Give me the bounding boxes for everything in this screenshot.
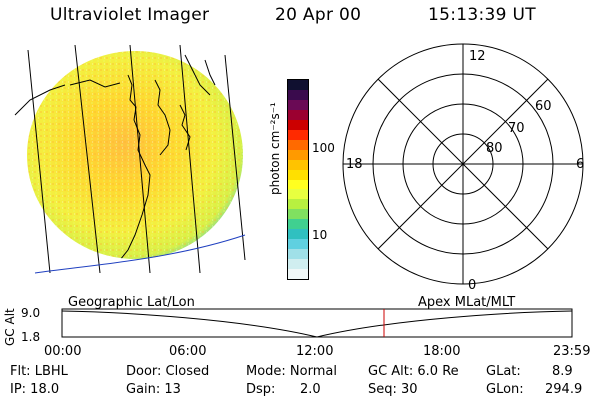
x-tick-1800: 18:00 (423, 344, 461, 359)
lat-label-80: 80 (486, 141, 503, 156)
x-tick-2359: 23:59 (553, 344, 591, 359)
colorbar-tick-100: 100 (312, 141, 335, 155)
status-filter: Flt: LBHL (10, 364, 68, 379)
geographic-label: Geographic Lat/Lon (68, 295, 195, 310)
apex-label: Apex MLat/MLT (418, 295, 516, 310)
colorbar-swatch (288, 99, 308, 110)
status-gc-alt: GC Alt: 6.0 Re (368, 364, 459, 379)
x-tick-1200: 12:00 (296, 344, 334, 359)
status-dsp-label: Dsp: (246, 382, 276, 397)
colorbar-swatch (288, 179, 308, 190)
coastlines (69, 74, 211, 259)
colorbar-unit-label: photon cm⁻²s⁻¹ (268, 102, 282, 195)
colorbar (287, 79, 309, 280)
status-seq: Seq: 30 (368, 382, 418, 397)
colorbar-swatch (288, 80, 308, 90)
status-glat-label: GLat: (486, 364, 521, 379)
colorbar-swatch (288, 209, 308, 220)
lat-grid-line (34, 234, 246, 274)
lat-label-60: 60 (535, 99, 552, 114)
lat-label-70: 70 (508, 121, 525, 136)
colorbar-swatch (288, 239, 308, 250)
status-gain: Gain: 13 (126, 382, 181, 397)
earth-uv-image (14, 44, 246, 274)
status-door: Door: Closed (126, 364, 210, 379)
colorbar-swatch (288, 159, 308, 170)
colorbar-swatch (288, 149, 308, 160)
colorbar-swatch (288, 259, 308, 270)
colorbar-swatch (288, 89, 308, 100)
status-ip: IP: 18.0 (10, 382, 60, 397)
y-tick-9-0: 9.0 (21, 306, 41, 320)
colorbar-swatch (288, 249, 308, 260)
status-glon-label: GLon: (486, 382, 524, 397)
instrument-title: Ultraviolet Imager (50, 5, 210, 25)
observation-date: 20 Apr 00 (275, 5, 362, 25)
colorbar-swatch (288, 269, 308, 280)
colorbar-swatch (288, 219, 308, 230)
altitude-timeline-plot (61, 308, 573, 338)
colorbar-swatch (288, 199, 308, 210)
timeline-axis-title: GC Alt (3, 308, 17, 346)
x-tick-0000: 00:00 (44, 344, 82, 359)
colorbar-swatch (288, 189, 308, 200)
polar-mlat-mlt-plot: 12 18 6 0 60 70 80 (342, 43, 584, 293)
altitude-curve (61, 310, 573, 338)
status-glat-value: 8.9 (552, 364, 573, 379)
x-tick-0600: 06:00 (169, 344, 207, 359)
colorbar-swatch (288, 129, 308, 140)
colorbar-swatch (288, 229, 308, 240)
colorbar-swatch (288, 119, 308, 130)
observation-time: 15:13:39 UT (428, 5, 536, 25)
mlt-label-6: 6 (576, 157, 584, 172)
colorbar-tick-10: 10 (312, 228, 328, 242)
lon-grid-lines (27, 44, 246, 274)
status-mode: Mode: Normal (246, 364, 337, 379)
coastlines-outside (14, 54, 216, 116)
colorbar-swatch (288, 109, 308, 120)
colorbar-swatch (288, 169, 308, 180)
mlt-label-0: 0 (468, 278, 476, 293)
status-glon-value: 294.9 (545, 382, 583, 397)
mlt-label-12: 12 (469, 49, 486, 64)
status-dsp-value: 2.0 (300, 382, 321, 397)
mlt-label-18: 18 (346, 157, 363, 172)
y-tick-1-8: 1.8 (21, 330, 41, 344)
colorbar-swatch (288, 139, 308, 150)
